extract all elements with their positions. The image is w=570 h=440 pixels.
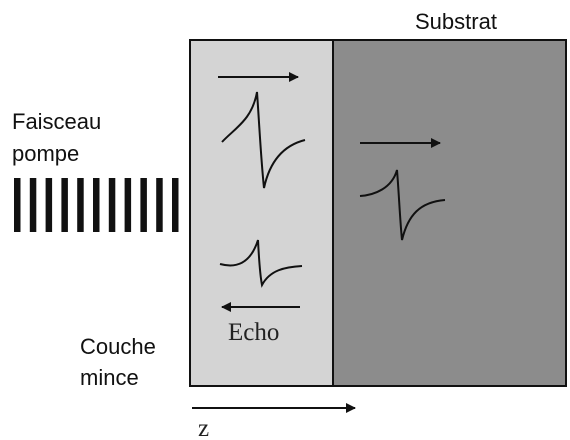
stripe bbox=[45, 178, 53, 232]
thin-layer bbox=[189, 39, 334, 387]
layer-label: mince bbox=[80, 365, 139, 390]
stripe bbox=[93, 178, 100, 232]
stripe bbox=[124, 178, 132, 232]
stripe bbox=[14, 178, 21, 232]
pulse bbox=[219, 239, 303, 288]
stripe bbox=[140, 178, 147, 232]
pump-label: Faisceau bbox=[12, 109, 101, 134]
substrate-label: Substrat bbox=[415, 9, 497, 34]
stripe bbox=[61, 178, 68, 232]
layer-label: Couche bbox=[80, 334, 156, 359]
stripe bbox=[156, 178, 163, 232]
pulse bbox=[221, 91, 306, 189]
stripe bbox=[29, 178, 37, 232]
substrate bbox=[332, 39, 567, 387]
pump-beam bbox=[14, 178, 179, 232]
stripe bbox=[108, 178, 116, 232]
stripe bbox=[77, 178, 84, 232]
stripe bbox=[172, 178, 179, 232]
echo-label: Echo bbox=[228, 319, 279, 346]
axis-label: z bbox=[198, 415, 209, 440]
pulse bbox=[359, 169, 446, 241]
pump-label: pompe bbox=[12, 141, 79, 166]
